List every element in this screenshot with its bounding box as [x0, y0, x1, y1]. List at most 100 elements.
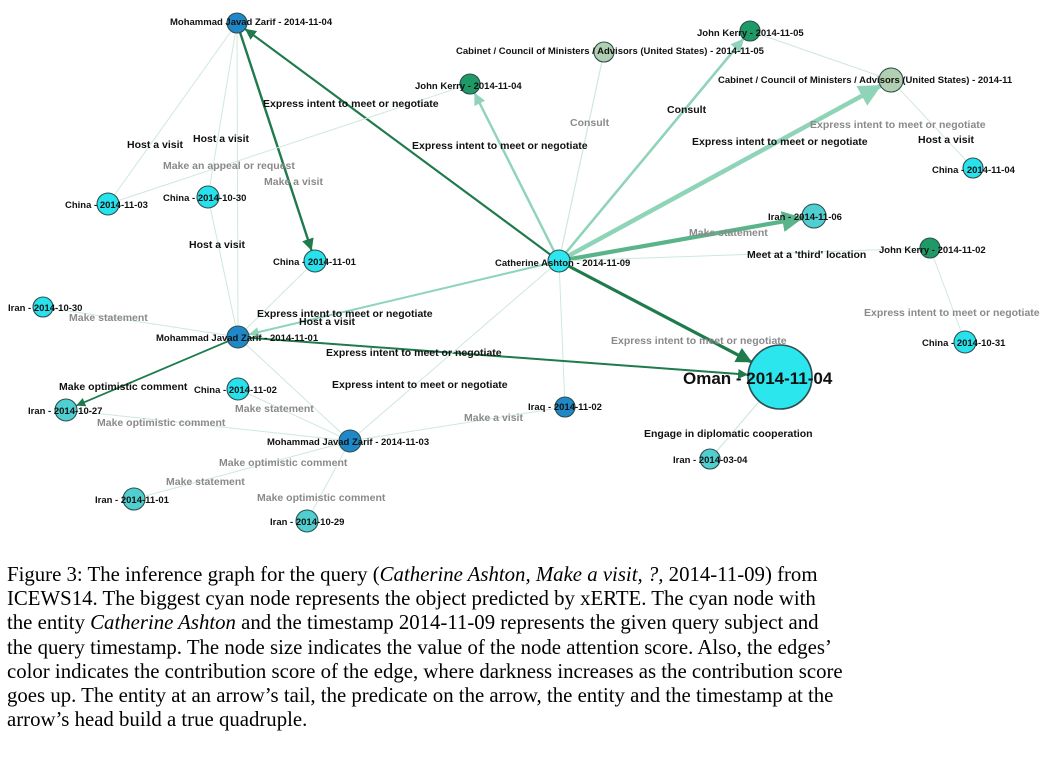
edge-label-e3: Consult [667, 104, 707, 116]
edge-n11-n2 [560, 62, 603, 251]
edge-label-e23: Make statement [235, 403, 314, 415]
node-label-n22: Iran - 2014-11-01 [95, 495, 170, 506]
caption-text: the query timestamp. The node size indic… [7, 635, 832, 659]
edge-label-e27: Make optimistic comment [219, 457, 348, 469]
caption-italic-text: Catherine Ashton, Make a visit, ?, [379, 563, 664, 586]
edge-label-e4: Express intent to meet or negotiate [412, 140, 588, 152]
edge-n1-n14 [236, 32, 239, 326]
node-circle-n23 [295, 509, 319, 533]
edge-label-e9: Host a visit [918, 134, 975, 146]
node-label-n20: Mohammad Javad Zarif - 2014-11-03 [267, 437, 429, 448]
graph-nodes: Mohammad Javad Zarif - 2014-11-04 Cabinet… [8, 12, 1016, 533]
node-label-n10: China - 2014-11-01 [273, 257, 357, 268]
edge-label-e11: Make a visit [264, 176, 323, 188]
node-label-n13: Iran - 2014-10-30 [8, 303, 82, 314]
node-label-n15: China - 2014-10-31 [922, 338, 1006, 349]
caption-text: arrow’s head build a true quadruple. [7, 708, 308, 732]
node-circle-n8 [196, 185, 220, 209]
caption-line: arrow’s head build a true quadruple. [7, 708, 1043, 732]
edge-n20-n23 [312, 450, 346, 511]
edge-n10-n14 [246, 268, 308, 330]
node-circle-n13 [32, 296, 54, 318]
node-label-n19: Iraq - 2014-11-02 [528, 402, 602, 413]
node-circle-n10 [303, 249, 327, 273]
caption-text: color indicates the contribution score o… [7, 659, 843, 683]
edge-n14-n18 [76, 340, 229, 407]
node-circle-n19 [554, 396, 576, 418]
node-circle-n18 [54, 398, 78, 422]
node-label-n12: John Kerry - 2014-11-02 [879, 245, 986, 256]
caption-line: goes up. The entity at an arrow’s tail, … [7, 684, 1043, 708]
edge-n11-n1 [244, 28, 552, 256]
node-label-n16: Oman - 2014-11-04 [683, 369, 833, 388]
graph-edges [52, 28, 967, 511]
node-circle-n5 [878, 67, 904, 93]
edge-label-e13: Make statement [689, 227, 768, 239]
node-label-n8: China - 2014-10-30 [163, 193, 246, 204]
node-label-n2: Cabinet / Council of Ministers / Advisor… [456, 46, 765, 57]
edge-n11-n16 [567, 264, 753, 364]
caption-line: the query timestamp. The node size indic… [7, 636, 1043, 660]
node-circle-n15 [953, 330, 977, 354]
edge-label-e10: Make an appeal or request [163, 160, 295, 172]
node-circle-n6 [962, 157, 984, 179]
node-label-n6: China - 2014-11-04 [932, 165, 1016, 176]
caption-text: Figure 3: The inference graph for the qu… [7, 563, 380, 586]
edge-label-e21: Make optimistic comment [59, 381, 188, 393]
edge-n1-n8 [209, 32, 236, 186]
node-circle-n17 [226, 377, 250, 401]
inference-graph: Mohammad Javad Zarif - 2014-11-04 Cabinet… [8, 12, 1040, 533]
edge-label-e16: Make statement [69, 312, 148, 324]
node-circle-n22 [122, 487, 146, 511]
edge-n12-n15 [932, 256, 962, 332]
node-circle-n16 [747, 344, 813, 410]
edge-n14-n16 [247, 336, 749, 379]
edge-label-e8: Host a visit [193, 133, 250, 145]
node-circle-n1 [226, 12, 248, 34]
graph-edge-labels: Express intent to meet or negotiate Consu… [59, 98, 1040, 504]
edge-n5-n6 [898, 88, 967, 161]
caption-italic-text: Catherine Ashton [90, 611, 236, 635]
caption-line: the entity Catherine Ashton and the time… [7, 611, 1043, 635]
node-circle-n7 [96, 192, 120, 216]
edge-n8-n14 [209, 207, 236, 326]
node-circle-n14 [226, 325, 250, 349]
edge-n11-n4 [473, 92, 556, 253]
edge-label-e26: Engage in diplomatic cooperation [644, 428, 813, 440]
edge-label-e24: Make optimistic comment [97, 417, 226, 429]
edge-label-e18: Host a visit [299, 316, 356, 328]
edge-label-e12: Host a visit [189, 239, 246, 251]
edge-n11-n9 [567, 211, 804, 262]
edge-n14-n20 [245, 343, 342, 434]
edge-n1-n10 [238, 31, 314, 251]
edge-label-e5: Express intent to meet or negotiate [692, 136, 868, 148]
node-circle-n21 [699, 448, 721, 470]
edge-n11-n12 [569, 247, 920, 262]
edge-n1-n7 [114, 30, 232, 195]
node-label-n4: John Kerry - 2014-11-04 [415, 81, 522, 92]
node-circle-n11 [547, 249, 571, 273]
node-label-n1: Mohammad Javad Zarif - 2014-11-04 [170, 17, 333, 28]
node-label-n7: China - 2014-11-03 [65, 200, 148, 211]
edge-n20-n11 [357, 268, 551, 435]
node-label-n17: China - 2014-11-02 [194, 385, 277, 396]
edge-n16-n21 [716, 400, 760, 452]
node-label-n23: Iran - 2014-10-29 [270, 517, 344, 528]
edge-label-e22: Express intent to meet or negotiate [332, 379, 508, 391]
node-label-n3: John Kerry - 2014-11-05 [697, 28, 804, 39]
edge-label-e25: Make a visit [464, 412, 523, 424]
node-label-n5: Cabinet / Council of Ministers / Advisor… [718, 75, 1013, 86]
edge-label-e6: Express intent to meet or negotiate [810, 119, 986, 131]
figure-caption: Figure 3: The inference graph for the qu… [7, 563, 1043, 732]
edge-n11-n3 [564, 38, 745, 254]
edge-label-e29: Make optimistic comment [257, 492, 386, 504]
caption-line: ICEWS14. The biggest cyan node represent… [7, 587, 1043, 611]
caption-text: the entity [7, 611, 91, 635]
node-label-n14: Mohammad Javad Zarif - 2014-11-01 [156, 333, 319, 344]
node-circle-n4 [459, 73, 481, 95]
edge-label-e17: Express intent to meet or negotiate [257, 308, 433, 320]
edge-label-e14: Meet at a 'third' location [747, 249, 866, 261]
edge-n18-n20 [76, 410, 339, 441]
edge-label-e20: Express intent to meet or negotiate [326, 347, 502, 359]
node-label-n11: Catherine Ashton - 2014-11-09 [495, 258, 630, 269]
